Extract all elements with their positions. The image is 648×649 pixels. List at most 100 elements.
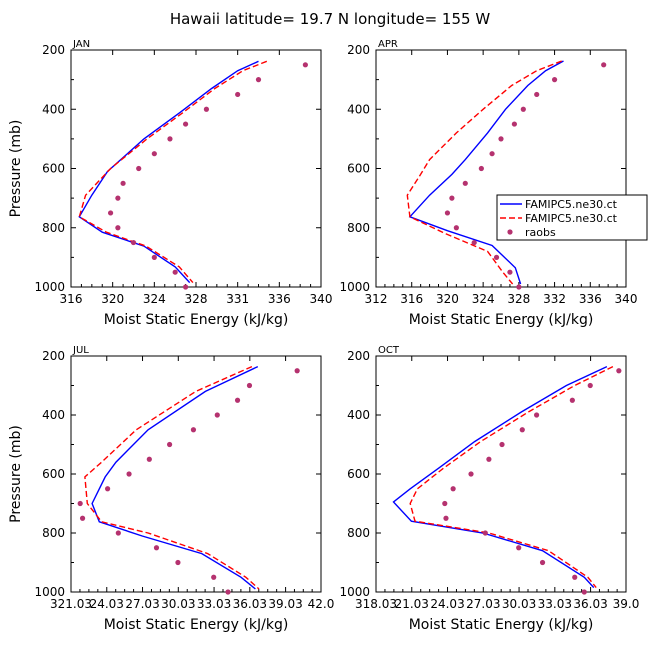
plot-frame (375, 355, 627, 593)
x-tick-label: 24.03 (90, 597, 124, 611)
raobs-marker (534, 91, 540, 98)
raobs-marker (533, 412, 540, 418)
x-tick-label: 316 (400, 292, 423, 306)
raobs-marker (462, 180, 468, 186)
raobs-marker (453, 225, 459, 231)
x-tick-label: 21.03 (395, 597, 429, 611)
raobs-marker (182, 284, 189, 290)
y-tick-label: 800 (42, 221, 65, 235)
solid-series-line (408, 60, 564, 285)
raobs-marker (507, 269, 513, 275)
y-tick-label: 600 (42, 467, 65, 481)
solid-series-line (91, 365, 259, 590)
panels: 316 320 324 328 331 336 340 200 400 600 800 1000 JAN… (8, 39, 639, 633)
raobs-marker (478, 165, 484, 172)
y-tick-label: 400 (347, 102, 370, 116)
y-tick-label: 200 (347, 43, 370, 57)
raobs-marker (616, 368, 622, 374)
y-tick-label: 600 (347, 467, 370, 481)
raobs-marker (120, 180, 126, 186)
raobs-marker (511, 121, 517, 127)
raobs-marker (235, 91, 241, 98)
solid-series-line (78, 60, 259, 284)
raobs-marker (516, 284, 522, 290)
x-tick-label: 33.03 (538, 597, 572, 611)
y-tick-label: 200 (347, 349, 370, 363)
raobs-marker (449, 195, 455, 201)
raobs-marker (167, 136, 173, 142)
x-axis-title: Moist Static Energy (kJ/kg) (104, 312, 289, 328)
raobs-marker (166, 441, 173, 448)
raobs-marker (493, 254, 500, 260)
plot-frame (70, 49, 322, 288)
panel-label: JAN (72, 39, 90, 50)
raobs-marker (77, 500, 83, 507)
x-tick-label: 36.03 (573, 597, 607, 611)
dashed-series-line (84, 365, 260, 590)
raobs-marker (482, 530, 488, 536)
x-tick-label: 318.03 (355, 597, 397, 611)
raobs-marker (486, 456, 492, 462)
raobs-marker (172, 269, 178, 275)
y-tick-label: 800 (42, 526, 65, 540)
raobs-marker (442, 500, 448, 507)
dashed-series-line (78, 60, 268, 284)
raobs-marker (471, 239, 477, 246)
figure-title: Hawaii latitude= 19.7 N longitude= 155 W (170, 10, 490, 28)
raobs-marker (115, 195, 121, 201)
plot-frame (70, 355, 322, 593)
raobs-marker (516, 545, 522, 551)
raobs-marker (569, 397, 575, 403)
x-tick-label: 320 (101, 292, 124, 306)
y-tick-label: 1000 (339, 585, 370, 599)
y-axis-title: Pressure (mb) (8, 425, 24, 523)
x-tick-label: 30.03 (161, 597, 195, 611)
x-tick-label: 328 (185, 292, 208, 306)
x-tick-label: 36.03 (233, 597, 267, 611)
x-axis-title: Moist Static Energy (kJ/kg) (409, 312, 594, 328)
legend-marker (507, 229, 513, 235)
y-tick-label: 600 (347, 162, 370, 176)
y-tick-label: 800 (347, 221, 370, 235)
raobs-marker (182, 121, 189, 127)
x-tick-label: 328 (507, 292, 530, 306)
x-tick-label: 24.03 (430, 597, 464, 611)
y-tick-label: 400 (347, 408, 370, 422)
raobs-marker (107, 210, 114, 216)
raobs-marker (581, 589, 587, 595)
y-axis-title: Pressure (mb) (8, 120, 24, 218)
raobs-marker (153, 545, 160, 551)
x-tick-label: 340 (310, 292, 333, 306)
x-tick-label: 332 (543, 292, 566, 306)
plot-frame (375, 49, 627, 288)
y-tick-label: 400 (42, 102, 65, 116)
raobs-marker (498, 136, 504, 142)
x-axis-title: Moist Static Energy (kJ/kg) (409, 617, 594, 633)
raobs-marker (450, 486, 456, 492)
raobs-marker (115, 530, 121, 536)
y-tick-label: 1000 (34, 585, 65, 599)
x-tick-label: 39.0 (613, 597, 640, 611)
raobs-marker (211, 574, 217, 580)
x-tick-label: 33.03 (197, 597, 231, 611)
raobs-marker (175, 559, 181, 566)
raobs-marker (468, 471, 474, 477)
x-tick-label: 320 (436, 292, 459, 306)
x-tick-label: 312 (365, 292, 388, 306)
raobs-marker (539, 559, 546, 566)
legend-label: FAMIPC5.ne30.ct (525, 212, 618, 225)
x-tick-label: 42.0 (308, 597, 335, 611)
panel-jan: 316 320 324 328 331 336 340 200 400 600 800 1000 JAN… (8, 39, 332, 328)
y-tick-label: 400 (42, 408, 65, 422)
legend-label: FAMIPC5.ne30.ct (525, 198, 618, 211)
raobs-marker (587, 382, 593, 389)
raobs-marker (572, 574, 578, 580)
raobs-marker (255, 77, 262, 83)
raobs-marker (225, 589, 231, 595)
raobs-marker (136, 165, 142, 172)
raobs-marker (146, 456, 152, 462)
panel-label: APR (378, 39, 398, 50)
raobs-marker (79, 515, 86, 521)
